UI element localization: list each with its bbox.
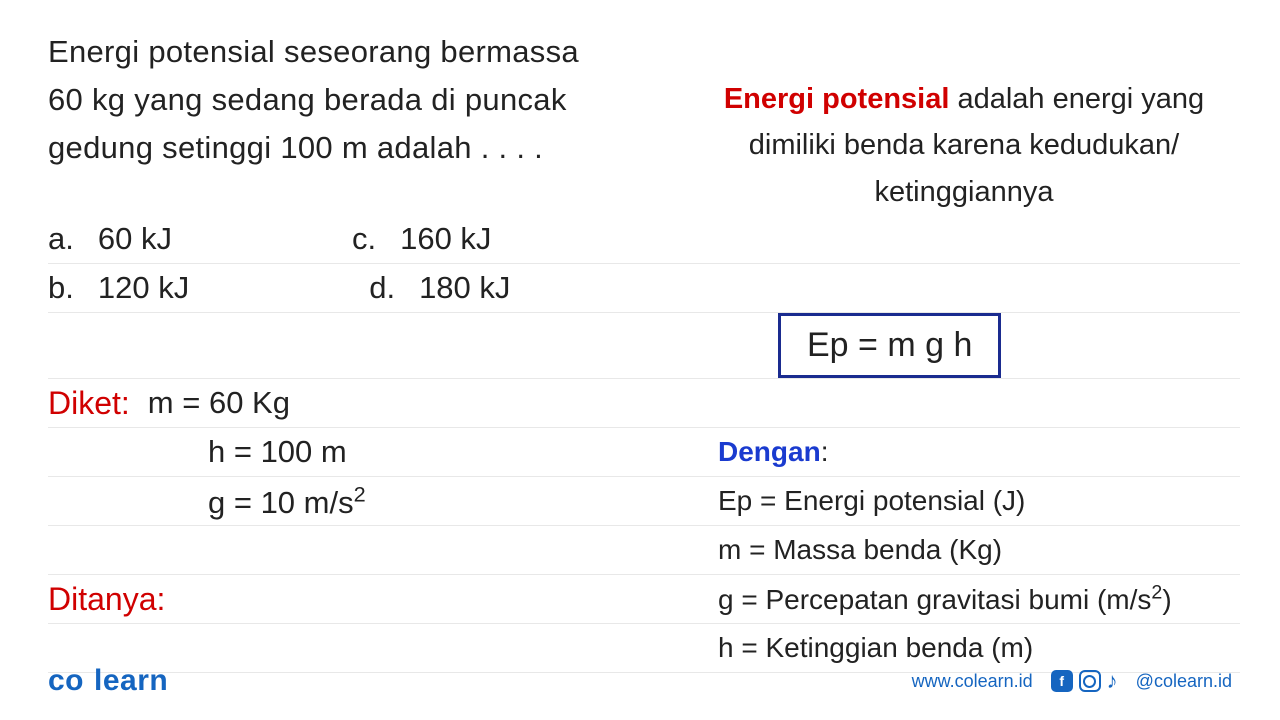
question-text: Energi potensial seseorang bermassa 60 k… (48, 28, 668, 172)
legend-m-row: m = Massa benda (Kg) (48, 526, 1240, 575)
diket-label: Diket: (48, 385, 130, 422)
diket-h: h = 100 m (208, 434, 347, 469)
option-text: 120 kJ (98, 270, 189, 306)
question-row: Energi potensial seseorang bermassa 60 k… (48, 28, 1240, 215)
legend-h: h = Ketinggian benda (m) (718, 632, 1033, 663)
ditanya-label: Ditanya: (48, 581, 165, 617)
question-line-3: gedung setinggi 100 m adalah . . . . (48, 130, 543, 165)
formula-box: Ep = m g h (778, 313, 1001, 378)
legend-ep: Ep = Energi potensial (J) (718, 485, 1025, 516)
social-icons: f ♪ (1051, 668, 1118, 694)
option-text: 160 kJ (400, 221, 491, 257)
formula-row: Ep = m g h (48, 313, 1240, 379)
legend-g-sup: 2 (1151, 582, 1162, 604)
diket-row-h: h = 100 m Dengan: (48, 428, 1240, 477)
logo-part-a: co (48, 664, 84, 697)
diket-m: m = 60 Kg (148, 385, 290, 421)
legend-g-suffix: ) (1162, 584, 1171, 615)
footer-handle: @colearn.id (1136, 671, 1232, 692)
explain-line2: dimiliki benda karena kedudukan/ (749, 129, 1179, 161)
option-a: a. 60 kJ (48, 221, 172, 257)
footer-url: www.colearn.id (912, 671, 1033, 692)
explanation-text: Energi potensial adalah energi yang dimi… (688, 28, 1240, 215)
option-letter: a. (48, 221, 74, 257)
facebook-icon: f (1051, 670, 1073, 692)
instagram-icon (1079, 670, 1101, 692)
option-letter: b. (48, 270, 74, 306)
option-letter: d. (369, 270, 395, 306)
content-area: Energi potensial seseorang bermassa 60 k… (0, 0, 1280, 673)
explain-highlight: Energi potensial (724, 83, 950, 115)
ditanya-row: Ditanya: g = Percepatan gravitasi bumi (… (48, 575, 1240, 624)
question-line-2: 60 kg yang sedang berada di puncak (48, 82, 567, 117)
tiktok-icon: ♪ (1107, 668, 1118, 694)
option-d: d. 180 kJ (369, 270, 510, 306)
legend-m: m = Massa benda (Kg) (718, 534, 1002, 565)
footer: colearn www.colearn.id f ♪ @colearn.id (0, 664, 1280, 698)
legend-label: Dengan (718, 436, 821, 467)
diket-row-m: Diket: m = 60 Kg (48, 379, 1240, 428)
options-row-1: a. 60 kJ c. 160 kJ (48, 215, 1240, 264)
diket-row-g: g = 10 m/s2 Ep = Energi potensial (J) (48, 477, 1240, 526)
option-text: 180 kJ (419, 270, 510, 306)
options-row-2: b. 120 kJ d. 180 kJ (48, 264, 1240, 313)
option-text: 60 kJ (98, 221, 172, 257)
option-c: c. 160 kJ (352, 221, 491, 257)
footer-right: www.colearn.id f ♪ @colearn.id (912, 668, 1232, 694)
diket-g: g = 10 m/s2 (208, 485, 366, 520)
legend-colon: : (821, 436, 829, 467)
brand-logo: colearn (48, 664, 168, 698)
option-letter: c. (352, 221, 376, 257)
legend-g: g = Percepatan gravitasi bumi (m/s2) (718, 584, 1172, 615)
diket-g-sup: 2 (354, 482, 366, 507)
explain-rest1: adalah energi yang (949, 83, 1204, 115)
legend-g-prefix: g = Percepatan gravitasi bumi (m/s (718, 584, 1151, 615)
option-b: b. 120 kJ (48, 270, 189, 306)
explain-line3: ketinggiannya (875, 176, 1054, 208)
question-line-1: Energi potensial seseorang bermassa (48, 34, 579, 69)
logo-part-b: learn (94, 664, 168, 697)
diket-g-prefix: g = 10 m/s (208, 485, 354, 520)
